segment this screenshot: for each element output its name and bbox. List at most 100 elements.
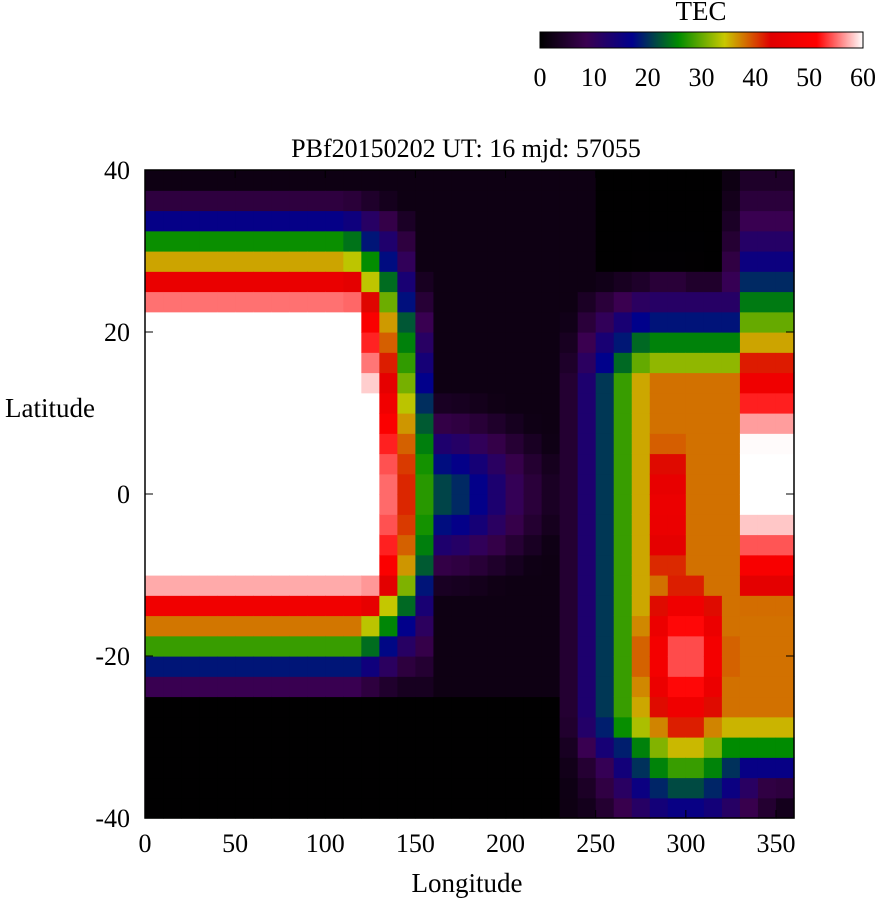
heatmap-cell	[397, 190, 417, 212]
heatmap-cell	[469, 453, 489, 475]
heatmap-cell	[289, 757, 308, 779]
heatmap-cell	[343, 514, 362, 536]
y-tick-label: 40	[104, 156, 130, 185]
heatmap-cell	[631, 494, 651, 515]
heatmap-cell	[757, 575, 777, 596]
heatmap-cell	[415, 595, 435, 617]
heatmap-cell	[541, 696, 561, 718]
heatmap-cell	[235, 311, 254, 333]
heatmap-cell	[703, 190, 723, 212]
heatmap-cell	[559, 737, 579, 758]
heatmap-cell	[181, 615, 200, 637]
heatmap-cell	[379, 554, 398, 576]
heatmap-cell	[505, 716, 525, 738]
heatmap-cell	[343, 433, 362, 455]
heatmap-cell	[271, 311, 290, 333]
heatmap-cell	[271, 433, 290, 455]
y-tick-label: -40	[95, 804, 130, 833]
heatmap-cell	[361, 413, 380, 434]
heatmap-cell	[775, 737, 795, 758]
heatmap-cell	[397, 534, 417, 556]
heatmap-cell	[307, 514, 326, 536]
heatmap-cell	[289, 433, 308, 455]
heatmap-cell	[379, 595, 398, 617]
heatmap-cell	[469, 494, 489, 515]
heatmap-cell	[289, 311, 308, 333]
heatmap-cell	[145, 210, 164, 232]
heatmap-cell	[505, 392, 525, 414]
heatmap-cell	[433, 797, 453, 819]
heatmap-cell	[721, 473, 741, 495]
heatmap-cell	[361, 372, 380, 394]
heatmap-cell	[703, 737, 723, 758]
heatmap-cell	[685, 615, 705, 637]
heatmap-cell	[739, 656, 759, 677]
heatmap-cell	[469, 635, 489, 657]
heatmap-cell	[235, 777, 254, 799]
y-axis-label: Latitude	[5, 393, 95, 423]
heatmap-cell	[415, 473, 435, 495]
heatmap-cell	[577, 777, 597, 799]
heatmap-cell	[631, 230, 651, 252]
heatmap-cell	[595, 453, 615, 475]
heatmap-cell	[235, 230, 254, 252]
heatmap-cell	[487, 392, 507, 414]
heatmap-cell	[217, 696, 236, 718]
x-tick-label: 300	[666, 829, 705, 858]
heatmap-cell	[199, 251, 218, 272]
heatmap-cell	[235, 656, 254, 677]
heatmap-cell	[451, 696, 471, 718]
heatmap-cell	[217, 352, 236, 374]
heatmap-cell	[469, 291, 489, 313]
heatmap-cell	[541, 392, 561, 414]
heatmap-cell	[469, 514, 489, 536]
heatmap-cell	[559, 210, 579, 232]
heatmap-cell	[505, 676, 525, 698]
heatmap-cell	[217, 595, 236, 617]
heatmap-cell	[145, 514, 164, 536]
heatmap-cell	[343, 473, 362, 495]
heatmap-cell	[181, 190, 200, 212]
heatmap-cell	[433, 595, 453, 617]
heatmap-cell	[487, 494, 507, 515]
heatmap-cell	[613, 656, 633, 677]
heatmap-cell	[235, 737, 254, 758]
heatmap-cell	[739, 170, 759, 191]
heatmap-cell	[595, 251, 615, 272]
heatmap-cell	[487, 797, 507, 819]
heatmap-cell	[289, 777, 308, 799]
heatmap-cell	[451, 494, 471, 515]
heatmap-cell	[145, 392, 164, 414]
heatmap-cell	[379, 453, 398, 475]
heatmap-cell	[721, 635, 741, 657]
heatmap-cell	[613, 696, 633, 718]
heatmap-cell	[739, 453, 759, 475]
heatmap-cell	[451, 757, 471, 779]
heatmap-cell	[739, 352, 759, 374]
heatmap-cell	[361, 494, 380, 515]
heatmap-cell	[217, 777, 236, 799]
heatmap-cell	[235, 615, 254, 637]
heatmap-cell	[325, 656, 344, 677]
heatmap-cell	[487, 170, 507, 191]
heatmap-cell	[559, 615, 579, 637]
heatmap-cell	[577, 291, 597, 313]
heatmap-cell	[577, 595, 597, 617]
heatmap-cell	[307, 797, 326, 819]
heatmap-cell	[505, 271, 525, 293]
heatmap-cell	[649, 676, 669, 698]
heatmap-cell	[235, 453, 254, 475]
heatmap-cell	[271, 656, 290, 677]
heatmap-cell	[577, 352, 597, 374]
heatmap-cell	[163, 615, 182, 637]
heatmap-cell	[613, 473, 633, 495]
heatmap-cell	[343, 453, 362, 475]
heatmap-cell	[307, 170, 326, 191]
heatmap-cell	[325, 332, 344, 353]
heatmap-cell	[253, 190, 272, 212]
heatmap-cell	[721, 615, 741, 637]
heatmap-cell	[145, 615, 164, 637]
heatmap-cell	[613, 413, 633, 434]
heatmap-cell	[703, 372, 723, 394]
heatmap-cell	[199, 433, 218, 455]
